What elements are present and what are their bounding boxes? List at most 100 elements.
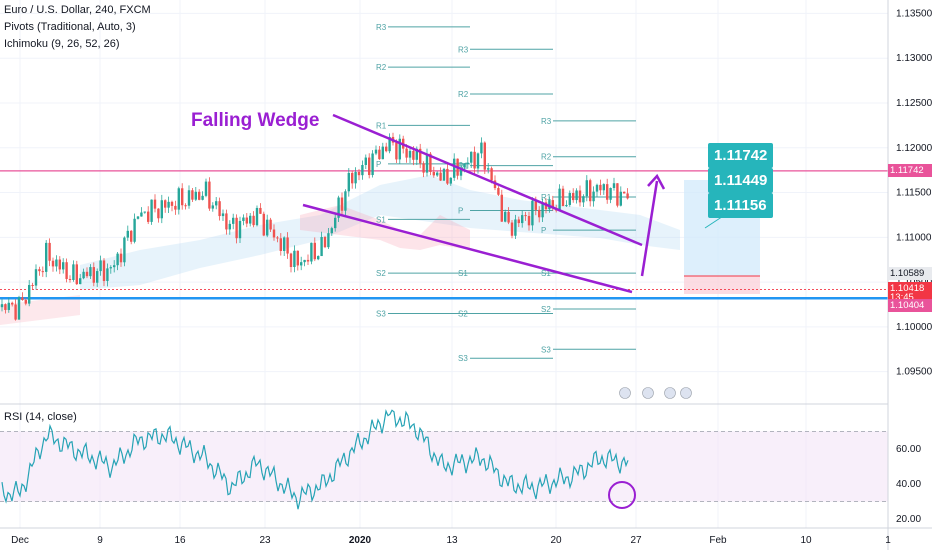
- candle-body: [510, 222, 514, 236]
- candle-body: [269, 219, 272, 230]
- pivot-s3-label: S3: [541, 345, 551, 354]
- candle-body: [330, 228, 333, 234]
- candle-body: [191, 190, 194, 200]
- candle-body: [157, 208, 160, 219]
- candle-body: [218, 201, 221, 217]
- candle-body: [340, 197, 344, 211]
- candle-body: [62, 262, 65, 270]
- candle-body: [140, 212, 143, 217]
- rsi-tick-label: 20.00: [896, 514, 921, 525]
- candle-body: [55, 259, 58, 267]
- candle-body: [306, 259, 310, 262]
- candle-body: [242, 217, 245, 221]
- candle-body: [446, 168, 449, 184]
- candle-body: [24, 300, 27, 304]
- candle-body: [232, 217, 235, 224]
- target-box-2: 1.11449: [708, 168, 774, 193]
- candle-body: [327, 233, 330, 248]
- pivots-legend[interactable]: Pivots (Traditional, Auto, 3): [4, 21, 136, 33]
- candle-body: [208, 181, 211, 209]
- candle-body: [599, 184, 602, 191]
- candle-body: [51, 260, 55, 267]
- candle-body: [548, 200, 551, 210]
- candle-body: [459, 167, 463, 176]
- candle-body: [201, 195, 204, 200]
- candle-body: [612, 183, 616, 188]
- time-tick-label: 10: [800, 535, 812, 546]
- ichimoku-legend[interactable]: Ichimoku (9, 26, 52, 26): [4, 38, 120, 50]
- candle-body: [449, 177, 452, 184]
- candle-body: [361, 164, 364, 176]
- candle-body: [453, 158, 456, 178]
- candle-body: [194, 191, 197, 200]
- pivot-r2-label: R2: [376, 63, 387, 72]
- candle-body: [143, 211, 146, 213]
- candle-body: [150, 199, 153, 222]
- candle-body: [524, 215, 527, 217]
- candle-body: [364, 157, 367, 165]
- pivot-p-label: P: [458, 206, 463, 215]
- candle-body: [249, 215, 252, 224]
- candle-body: [551, 200, 554, 208]
- candle-body: [408, 150, 412, 158]
- candle-body: [238, 220, 242, 239]
- candle-body: [568, 193, 571, 205]
- candle-body: [279, 238, 282, 251]
- candle-body: [500, 194, 503, 222]
- breakout-arrow-head: [647, 173, 666, 190]
- pivot-s2-label: S2: [541, 305, 551, 314]
- candle-body: [504, 211, 507, 222]
- candle-body: [58, 259, 61, 270]
- candle-body: [225, 213, 228, 230]
- candle-body: [296, 250, 299, 266]
- rsi-highlight-circle: [608, 481, 636, 509]
- candle-body: [92, 267, 95, 283]
- ichimoku-cloud-green: [80, 175, 680, 290]
- candle-body: [470, 151, 473, 163]
- time-tick-label: Dec: [11, 535, 29, 546]
- price-tick-label: 1.13000: [896, 53, 932, 64]
- candle-body: [174, 205, 177, 210]
- candle-body: [310, 242, 313, 262]
- candle-body: [235, 217, 238, 239]
- candle-body: [106, 268, 109, 282]
- candle-body: [303, 259, 306, 263]
- pivot-r3-label: R3: [458, 45, 469, 54]
- price-tick-label: 1.10000: [896, 322, 932, 333]
- candle-body: [527, 215, 531, 226]
- candle-body: [272, 229, 276, 238]
- candle-body: [582, 196, 585, 203]
- candle-body: [514, 219, 517, 236]
- candle-body: [198, 191, 201, 200]
- pivot-s1-label: S1: [541, 269, 551, 278]
- candle-body: [136, 216, 140, 219]
- candle-body: [204, 181, 208, 196]
- candle-body: [28, 285, 31, 304]
- candle-body: [572, 193, 575, 201]
- candle-body: [558, 188, 561, 211]
- event-flag-icon: [680, 387, 692, 399]
- candle-body: [623, 191, 626, 194]
- candle-body: [68, 278, 72, 281]
- candle-body: [221, 213, 225, 217]
- price-tick-label: 1.11500: [896, 188, 932, 199]
- candle-body: [320, 236, 323, 257]
- time-tick-label: 2020: [349, 535, 372, 546]
- candle-body: [616, 183, 619, 206]
- candle-body: [153, 199, 157, 209]
- symbol-legend[interactable]: Euro / U.S. Dollar, 240, FXCM: [4, 4, 151, 16]
- candle-body: [255, 207, 259, 226]
- candle-body: [130, 230, 133, 242]
- rsi-legend[interactable]: RSI (14, close): [4, 411, 77, 423]
- candle-body: [72, 264, 75, 281]
- price-tick-label: 1.12500: [896, 98, 932, 109]
- candle-body: [592, 191, 595, 202]
- candle-body: [429, 153, 432, 172]
- candle-body: [385, 146, 388, 152]
- candle-body: [442, 168, 446, 181]
- candle-body: [181, 188, 184, 206]
- event-flag-icon: [619, 387, 631, 399]
- candle-body: [483, 142, 486, 170]
- candle-body: [160, 200, 163, 219]
